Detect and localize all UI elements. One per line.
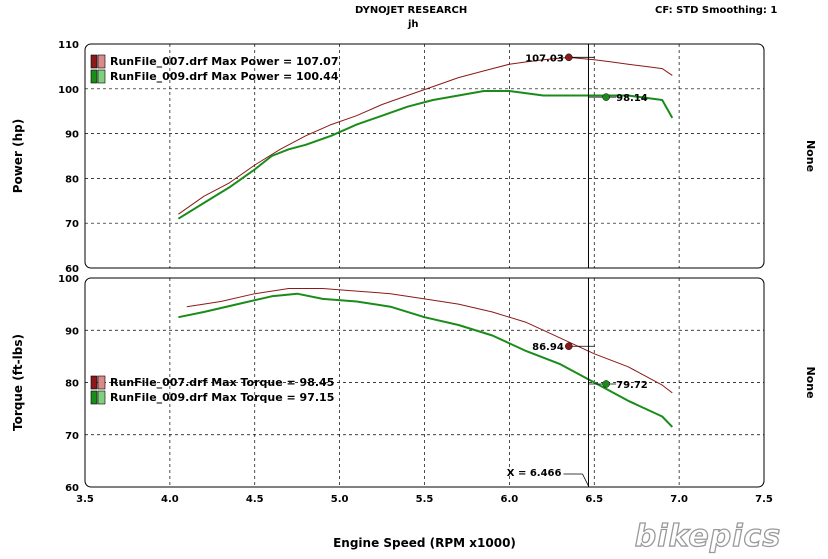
series-line-runfile-009 bbox=[177, 90, 674, 220]
marker-value-label: 98.14 bbox=[616, 93, 648, 104]
y-tick-label: 100 bbox=[58, 85, 79, 96]
legend-swatch-light bbox=[97, 54, 106, 69]
marker-value-label: 86.94 bbox=[532, 342, 564, 353]
y-tick-label: 60 bbox=[65, 264, 79, 275]
y-tick-label: 90 bbox=[65, 326, 79, 337]
marker-value-label: 79.72 bbox=[616, 380, 648, 391]
y-tick-label: 70 bbox=[65, 431, 79, 442]
cursor-label-leader bbox=[582, 473, 589, 487]
marker-point bbox=[602, 93, 610, 101]
x-tick-label: 6.5 bbox=[585, 494, 603, 505]
legend-entry: RunFile_007.drf Max Torque = 98.45 bbox=[110, 376, 334, 389]
right-axis-label: None bbox=[804, 140, 817, 172]
x-tick-label: 4.0 bbox=[161, 494, 179, 505]
y-axis-title: Torque (ft-lbs) bbox=[11, 334, 25, 431]
marker-point bbox=[565, 53, 573, 62]
y-tick-label: 80 bbox=[65, 379, 79, 390]
marker-value-label: 107.03 bbox=[525, 53, 564, 64]
chart-panel-1: 60 70 80 90 100 110 Power (hp) None 107.03 98.14 R… bbox=[11, 40, 817, 275]
x-tick-label: 7.5 bbox=[755, 494, 773, 505]
y-tick-label: 90 bbox=[65, 130, 79, 141]
legend-swatch-dark bbox=[90, 54, 98, 69]
marker-point bbox=[565, 342, 573, 350]
y-axis-title: Power (hp) bbox=[11, 119, 25, 193]
x-axis-title: Engine Speed (RPM x1000) bbox=[333, 536, 516, 550]
x-tick-label: 4.5 bbox=[246, 494, 264, 505]
series-line-runfile-007 bbox=[178, 56, 673, 215]
x-tick-label: 7.0 bbox=[670, 494, 688, 505]
legend-swatch-light bbox=[97, 375, 106, 390]
series-line-runfile-009 bbox=[178, 292, 674, 428]
legend-entry: RunFile_009.drf Max Power = 100.44 bbox=[110, 70, 339, 83]
x-tick-label: 3.5 bbox=[76, 494, 94, 505]
series-line-runfile-007 bbox=[186, 288, 673, 394]
legend-swatch-dark bbox=[90, 375, 98, 390]
y-tick-label: 110 bbox=[58, 40, 79, 51]
bikepics-logo: bikepics bbox=[635, 519, 781, 554]
y-tick-label: 60 bbox=[65, 483, 79, 494]
chart-title: DYNOJET RESEARCH bbox=[355, 5, 468, 16]
x-tick-label: 6.0 bbox=[501, 494, 519, 505]
marker-point bbox=[602, 380, 610, 388]
legend-entry: RunFile_007.drf Max Power = 107.07 bbox=[110, 55, 339, 68]
legend-swatch-light bbox=[97, 390, 106, 405]
x-tick-label: 5.5 bbox=[416, 494, 434, 505]
chart-settings: CF: STD Smoothing: 1 bbox=[655, 5, 778, 16]
chart-panel-2: 60 70 80 90 100 Torque (ft-lbs) None 86.94 79.72… bbox=[11, 274, 817, 494]
x-tick-label: 5.0 bbox=[331, 494, 349, 505]
legend-swatch-dark bbox=[90, 390, 98, 405]
legend-swatch-light bbox=[97, 69, 106, 84]
legend-entry: RunFile_009.drf Max Torque = 97.15 bbox=[110, 391, 334, 404]
right-axis-label: None bbox=[804, 366, 817, 398]
y-tick-label: 80 bbox=[65, 174, 79, 185]
y-tick-label: 70 bbox=[65, 219, 79, 230]
chart-subtitle: jh bbox=[408, 19, 419, 30]
cursor-value-label: X = 6.466 bbox=[507, 468, 562, 479]
y-tick-label: 100 bbox=[58, 274, 79, 285]
legend-swatch-dark bbox=[90, 69, 98, 84]
